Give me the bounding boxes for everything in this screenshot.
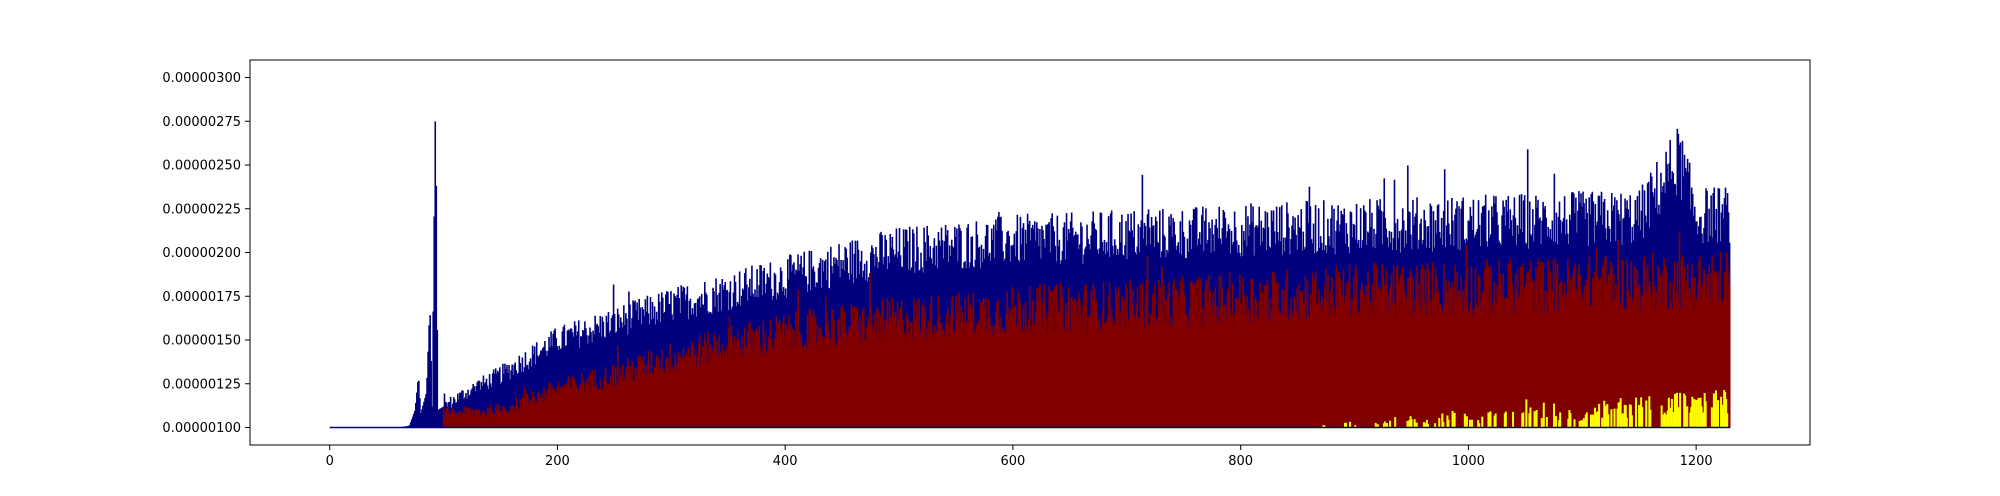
y-tick-label: 0.00000275 xyxy=(162,115,241,130)
series-2-trace xyxy=(442,232,1731,428)
x-axis: 0 200 400 600 800 1000 1200 xyxy=(326,445,1713,469)
series-layer xyxy=(329,121,1731,429)
series-3 xyxy=(1322,390,1729,428)
y-tick-label: 0.00000225 xyxy=(162,202,241,217)
y-tick-label: 0.00000200 xyxy=(162,246,241,261)
series-3-trace xyxy=(1322,390,1729,428)
y-tick-label: 0.00000300 xyxy=(162,71,241,86)
x-tick-label: 600 xyxy=(1001,454,1026,469)
y-tick-label: 0.00000125 xyxy=(162,377,241,392)
series-2 xyxy=(442,232,1731,428)
x-tick-label: 1000 xyxy=(1452,454,1485,469)
y-tick-label: 0.00000250 xyxy=(162,159,241,174)
y-tick-label: 0.00000150 xyxy=(162,334,241,349)
x-tick-label: 800 xyxy=(1228,454,1253,469)
x-tick-label: 0 xyxy=(326,454,334,469)
y-tick-label: 0.00000100 xyxy=(162,421,241,436)
x-tick-label: 200 xyxy=(545,454,570,469)
x-tick-label: 1200 xyxy=(1680,454,1713,469)
y-axis: 0.00000100 0.00000125 0.00000150 0.00000175… xyxy=(162,71,250,436)
x-tick-label: 400 xyxy=(773,454,798,469)
y-tick-label: 0.00000175 xyxy=(162,290,241,305)
